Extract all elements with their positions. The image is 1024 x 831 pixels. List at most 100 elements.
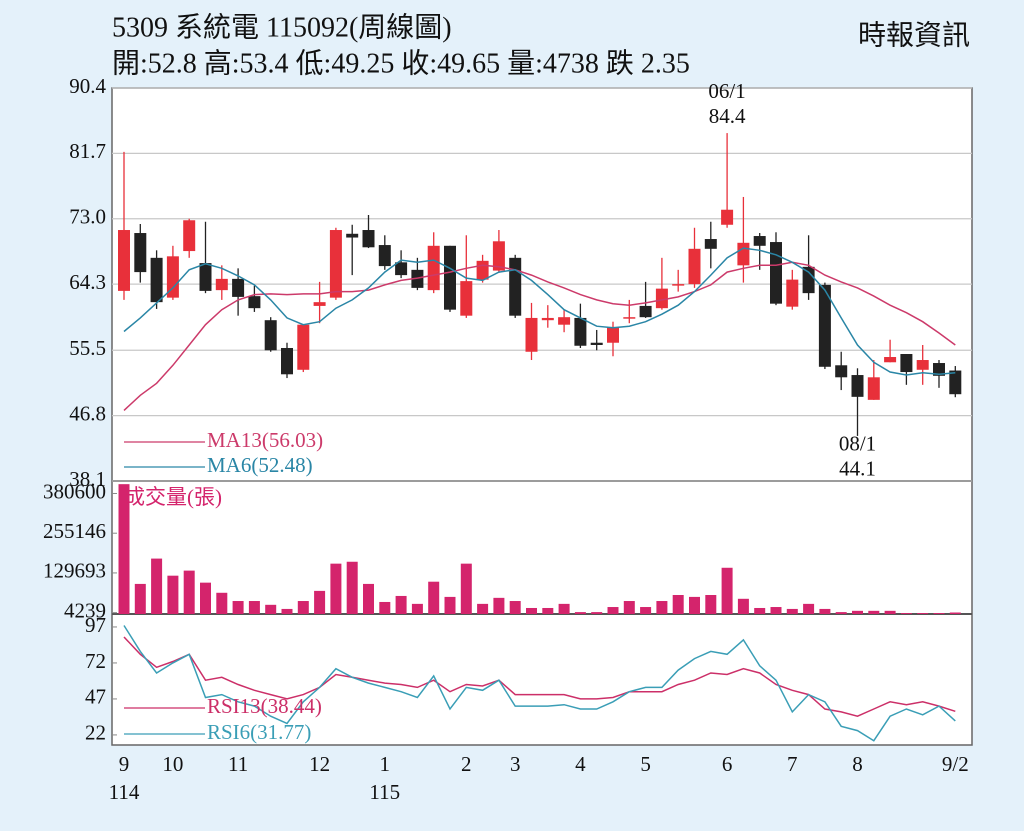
volume-bar [232, 601, 244, 614]
candle-body [835, 365, 848, 378]
y-tick-label: 81.7 [69, 139, 106, 163]
x-tick-label: 3 [510, 752, 521, 776]
legend-label: MA6(52.48) [207, 453, 313, 477]
y-tick-label: 97 [85, 613, 106, 637]
volume-bar [509, 601, 521, 614]
x-tick-label: 4 [575, 752, 586, 776]
volume-bar [526, 607, 537, 614]
candle-body [264, 320, 277, 351]
volume-bar [248, 601, 260, 614]
candle-body [313, 302, 326, 306]
annotation-label: 06/1 [708, 79, 745, 103]
y-tick-label: 255146 [43, 519, 106, 543]
candle-body [476, 260, 489, 280]
volume-bar [949, 612, 961, 614]
candle-body [118, 230, 130, 291]
volume-bar [770, 607, 782, 614]
line-series [123, 247, 956, 376]
candle-body [574, 317, 587, 346]
volume-bar [900, 613, 912, 614]
volume-bar [265, 604, 277, 614]
y-tick-label: 64.3 [69, 270, 106, 294]
candle-body [655, 288, 668, 309]
volume-bar [591, 612, 603, 614]
volume-bar [754, 607, 766, 614]
candle-body [867, 377, 880, 400]
y-tick-label: 72 [85, 649, 106, 673]
x-tick-label: 8 [852, 752, 863, 776]
candle-body [851, 375, 864, 397]
y-tick-label: 46.8 [69, 401, 106, 425]
volume-bar [183, 570, 195, 614]
candle-body [427, 245, 440, 291]
volume-bar [346, 561, 358, 614]
candle-body [329, 230, 342, 298]
volume-bar [216, 592, 228, 614]
volume-bar [607, 607, 619, 614]
candle-body [737, 242, 750, 266]
volume-bar [411, 603, 423, 614]
x-tick-label: 1 [380, 752, 391, 776]
volume-bar [623, 601, 635, 614]
candle-body [558, 317, 571, 325]
volume-bar [672, 595, 684, 614]
y-tick-label: 47 [85, 685, 106, 709]
volume-bar [819, 608, 831, 614]
line-series [123, 261, 956, 411]
volume-bar [314, 590, 326, 614]
candle-body [166, 256, 179, 298]
volume-bar [379, 601, 391, 614]
candle-body [134, 233, 147, 273]
candle-body [933, 363, 945, 376]
y-tick-label: 22 [85, 721, 106, 745]
volume-bar [493, 597, 505, 614]
x-tick-label: 10 [162, 752, 183, 776]
chart-title: 5309 系統電 115092(周線圖) [112, 11, 452, 43]
panel-label: 成交量(張) [124, 485, 222, 509]
chart-subtitle: 開:52.8 高:53.4 低:49.25 收:49.65 量:4738 跌 2… [112, 47, 690, 79]
y-tick-label: 38.1 [69, 467, 106, 491]
candle-body [362, 230, 375, 248]
candle-body [281, 347, 293, 375]
volume-bar [297, 601, 309, 614]
volume-bar [721, 567, 733, 614]
x-tick-label: 11 [228, 752, 248, 776]
annotation-label: 08/1 [839, 432, 876, 456]
volume-bar [428, 581, 440, 614]
candle-body [444, 245, 456, 310]
candle-body [721, 209, 734, 225]
candle-body [492, 241, 505, 271]
candle-body [884, 357, 897, 363]
candle-body [199, 263, 212, 291]
candle-body [786, 279, 799, 307]
candle-body [607, 326, 619, 343]
candle-body [232, 278, 245, 297]
volume-bar [281, 608, 293, 614]
volume-bar [689, 596, 700, 614]
x-tick-label: 7 [787, 752, 798, 776]
candle-body [900, 354, 913, 373]
y-tick-label: 4239 [64, 598, 106, 622]
candle-body [818, 284, 831, 367]
annotation-value: 44.1 [839, 457, 876, 481]
y-tick-label: 55.5 [69, 336, 106, 360]
candle-body [525, 317, 538, 352]
x-tick-label: 2 [461, 752, 472, 776]
y-tick-label: 90.4 [69, 74, 106, 98]
x-year-label: 115 [369, 780, 400, 804]
candle-body [704, 239, 717, 249]
volume-bar [460, 563, 472, 614]
volume-bar [363, 583, 374, 614]
candle-body [916, 360, 929, 370]
candle-body [688, 248, 701, 285]
x-tick-label: 5 [640, 752, 651, 776]
line-series [123, 625, 956, 742]
candle-body [509, 257, 522, 316]
volume-bar [705, 595, 717, 614]
candle-body [411, 269, 424, 288]
volume-bar [558, 603, 570, 614]
volume-bar [786, 608, 798, 614]
candle-body [639, 305, 652, 318]
line-series [123, 636, 956, 717]
